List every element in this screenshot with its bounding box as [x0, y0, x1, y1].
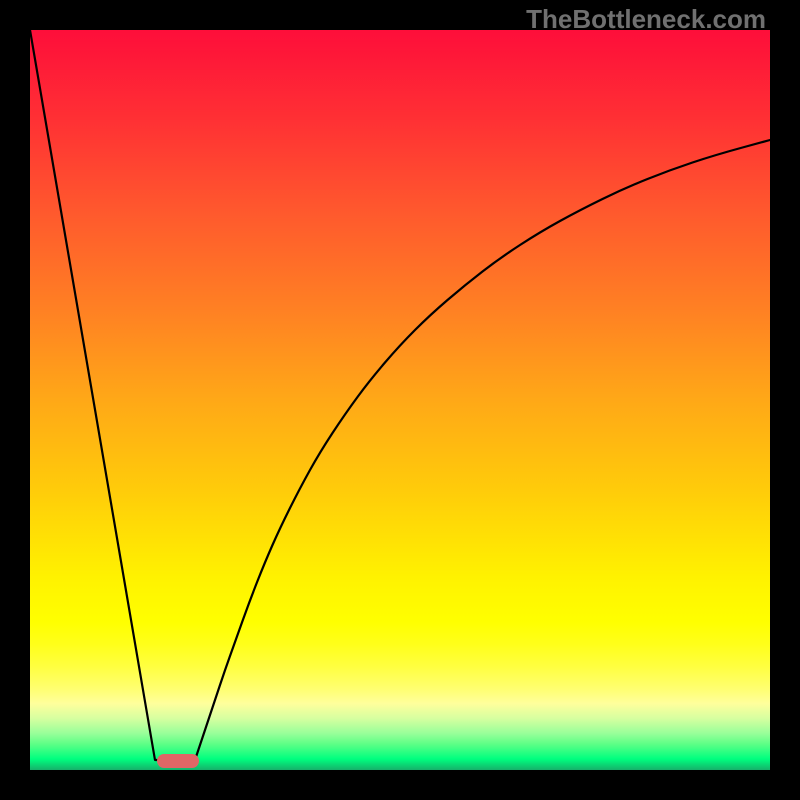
chart-container: TheBottleneck.com — [0, 0, 800, 800]
watermark-text: TheBottleneck.com — [526, 4, 766, 35]
sweet-spot-marker — [157, 754, 199, 768]
plot-area — [30, 30, 770, 770]
